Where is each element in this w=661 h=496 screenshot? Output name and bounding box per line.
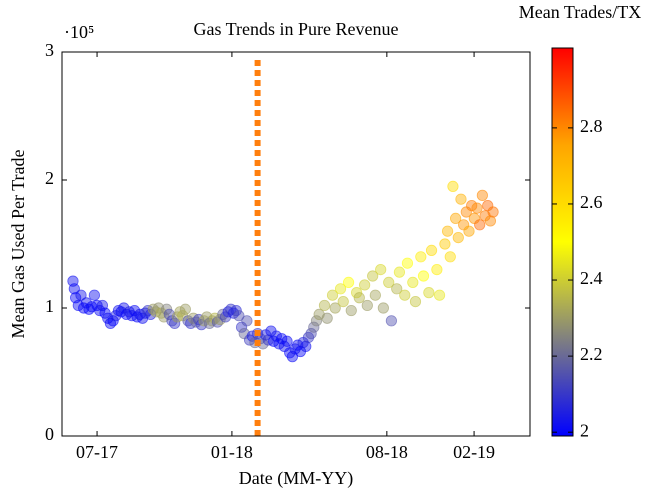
- scatter-point: [233, 310, 245, 322]
- scatter-point: [450, 212, 462, 224]
- scatter-point: [281, 335, 293, 347]
- scatter-point: [300, 340, 312, 352]
- scatter-point: [107, 315, 119, 327]
- scatter-point: [415, 251, 427, 263]
- scatter-point: [401, 257, 414, 269]
- scatter-point: [385, 315, 397, 327]
- scatter-point: [409, 295, 422, 308]
- scatter-point: [369, 289, 381, 301]
- scatter-point: [179, 303, 191, 315]
- scatter-point: [383, 276, 395, 288]
- y-multiplier: ·10⁵: [64, 22, 94, 42]
- scatter-point: [484, 215, 496, 227]
- scatter-point: [447, 180, 459, 192]
- scatter-point: [345, 304, 357, 317]
- scatter-point: [444, 251, 456, 263]
- scatter-point: [310, 315, 323, 327]
- scatter-point: [375, 263, 387, 276]
- scatter-point: [463, 225, 475, 237]
- scatter-point: [321, 312, 333, 324]
- scatter-point: [476, 189, 488, 201]
- scatter-point: [431, 263, 443, 276]
- colorbar-tick-label: 2.6: [580, 192, 603, 212]
- scatter-point: [88, 289, 100, 301]
- plot-frame: [61, 51, 531, 437]
- scatter-point: [391, 283, 403, 295]
- scatter-point: [423, 287, 435, 299]
- scatter-point: [94, 304, 106, 317]
- scatter-point: [353, 292, 365, 304]
- y-tick-label: 2: [45, 168, 54, 188]
- scatter-point: [99, 307, 111, 319]
- scatter-point: [466, 200, 478, 212]
- y-tick-label: 1: [45, 296, 54, 316]
- scatter-point: [329, 302, 341, 314]
- scatter-point: [407, 276, 419, 288]
- scatter-point: [75, 289, 87, 301]
- colorbar: [551, 47, 574, 437]
- colorbar-tick-label: 2.4: [580, 268, 603, 288]
- scatter-point: [487, 206, 499, 218]
- y-tick-label: 3: [45, 40, 54, 60]
- scatter-point: [474, 219, 486, 231]
- scatter-point: [144, 308, 157, 320]
- scatter-point: [337, 295, 349, 308]
- x-tick-label: 01-18: [211, 442, 253, 462]
- scatter-point: [425, 244, 438, 256]
- scatter-point: [169, 317, 181, 329]
- scatter-point: [433, 289, 446, 301]
- x-axis-label: Date (MM-YY): [239, 468, 353, 489]
- scatter-point: [230, 304, 242, 317]
- y-tick-label: 0: [45, 424, 54, 444]
- scatter-point: [342, 276, 355, 288]
- scatter-point: [399, 289, 411, 301]
- scatter-point: [393, 266, 406, 278]
- scatter-point: [471, 202, 483, 214]
- scatter-point: [452, 232, 464, 244]
- scatter-point: [326, 289, 339, 301]
- scatter-point: [161, 303, 173, 315]
- scatter-point: [367, 270, 379, 282]
- scatter-point: [377, 302, 389, 314]
- scatter-point: [351, 287, 363, 299]
- scatter-point: [417, 270, 430, 282]
- scatter-point: [241, 315, 253, 327]
- colorbar-tick-label: 2: [580, 420, 589, 440]
- chart-title: Gas Trends in Pure Revenue: [194, 19, 399, 39]
- scatter-point: [308, 321, 320, 333]
- scatter-point: [359, 279, 371, 291]
- scatter-point: [305, 327, 317, 340]
- scatter-point: [455, 193, 467, 205]
- scatter-point: [334, 283, 347, 295]
- scatter-point: [214, 313, 226, 326]
- colorbar-label: Mean Trades/TX: [519, 2, 642, 22]
- x-tick-label: 07-17: [76, 442, 118, 462]
- x-tick-label: 08-18: [366, 442, 408, 462]
- colorbar-tick-label: 2.8: [580, 116, 603, 136]
- x-tick-label: 02-19: [453, 442, 495, 462]
- scatter-point: [318, 299, 331, 312]
- scatter-point: [441, 225, 454, 237]
- colorbar-tick-label: 2.2: [580, 344, 603, 364]
- scatter-point: [439, 238, 451, 250]
- y-axis-label: Mean Gas Used Per Trade: [8, 150, 28, 339]
- scatter-point: [361, 299, 373, 312]
